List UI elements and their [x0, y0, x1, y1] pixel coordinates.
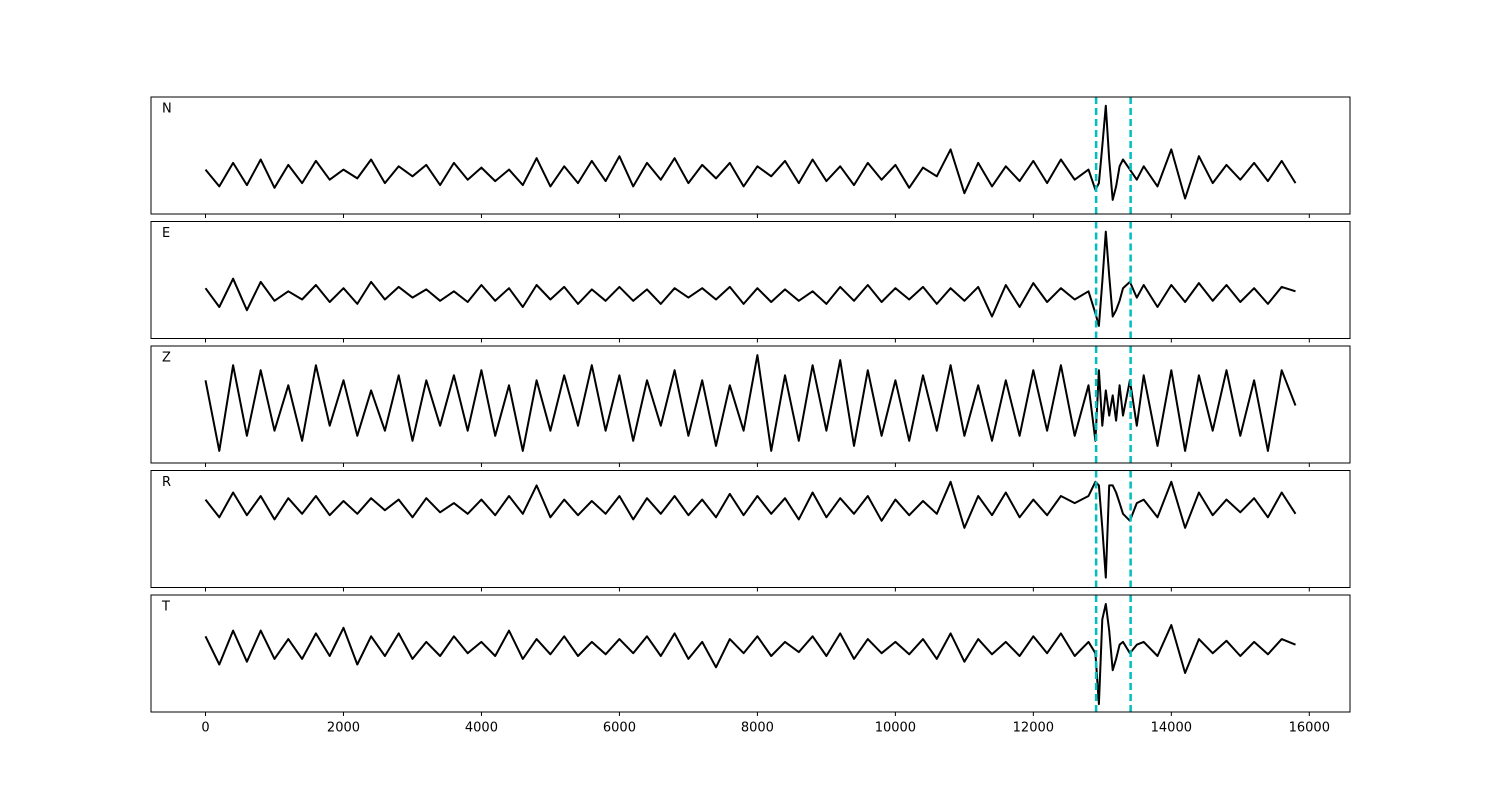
axes-frame [150, 594, 1351, 713]
x-tick-label: 10000 [875, 721, 916, 736]
x-tick-label: 8000 [741, 721, 774, 736]
axes-frame [150, 221, 1351, 339]
x-tick-label: 16000 [1289, 721, 1330, 736]
x-tick-label: 4000 [465, 721, 498, 736]
axes-frame [150, 96, 1351, 215]
waveform [204, 480, 1297, 579]
panel-label: T [161, 600, 170, 615]
waveform [204, 354, 1297, 452]
waveform [204, 230, 1296, 327]
panel-label: N [162, 102, 172, 117]
axes-frame [150, 470, 1351, 588]
axes-frame [150, 345, 1351, 464]
x-tick-label: 14000 [1151, 721, 1192, 736]
waveform [204, 603, 1296, 706]
panel-label: R [162, 475, 171, 490]
x-tick-label: 6000 [603, 721, 636, 736]
x-tick-label: 2000 [327, 721, 360, 736]
waveform [204, 104, 1297, 201]
panel-label: Z [162, 351, 171, 366]
panel-label: E [162, 226, 170, 241]
x-tick-label: 0 [201, 721, 209, 736]
x-tick-label: 12000 [1013, 721, 1054, 736]
